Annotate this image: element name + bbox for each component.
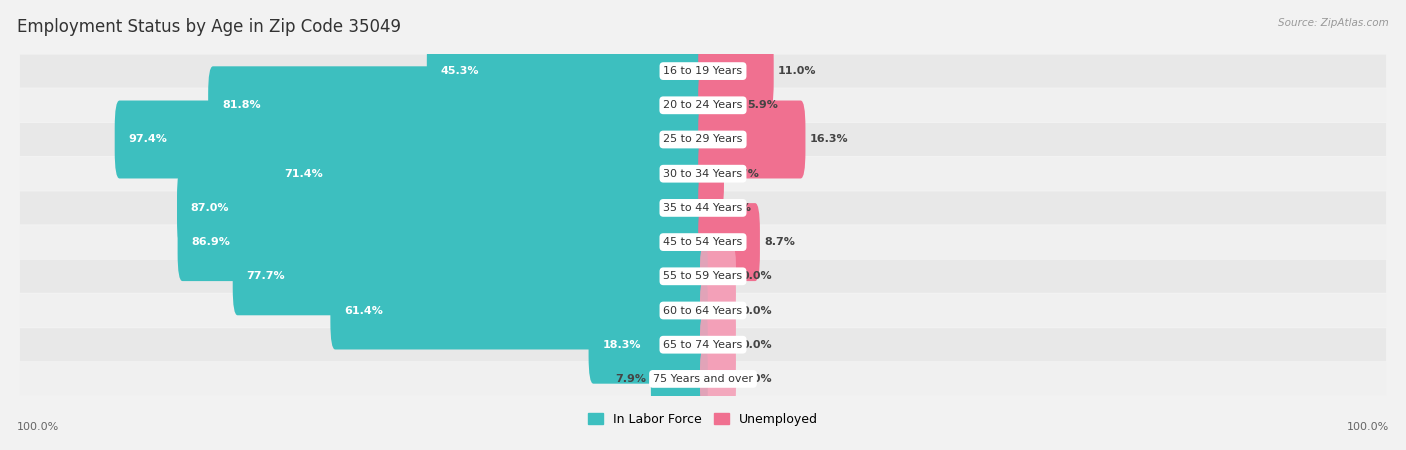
Text: 0.0%: 0.0% bbox=[742, 340, 772, 350]
Text: 100.0%: 100.0% bbox=[17, 422, 59, 432]
Text: Employment Status by Age in Zip Code 35049: Employment Status by Age in Zip Code 350… bbox=[17, 18, 401, 36]
Text: 97.4%: 97.4% bbox=[128, 135, 167, 144]
Text: 7.9%: 7.9% bbox=[616, 374, 647, 384]
Text: 71.4%: 71.4% bbox=[284, 169, 323, 179]
FancyBboxPatch shape bbox=[700, 248, 735, 305]
Text: 0.0%: 0.0% bbox=[742, 306, 772, 315]
FancyBboxPatch shape bbox=[699, 169, 716, 247]
Text: 35 to 44 Years: 35 to 44 Years bbox=[664, 203, 742, 213]
Text: 55 to 59 Years: 55 to 59 Years bbox=[664, 271, 742, 281]
FancyBboxPatch shape bbox=[20, 260, 1386, 292]
FancyBboxPatch shape bbox=[700, 316, 735, 374]
Text: 0.0%: 0.0% bbox=[742, 374, 772, 384]
FancyBboxPatch shape bbox=[20, 328, 1386, 361]
FancyBboxPatch shape bbox=[20, 89, 1386, 122]
FancyBboxPatch shape bbox=[270, 135, 707, 213]
FancyBboxPatch shape bbox=[700, 350, 735, 408]
FancyBboxPatch shape bbox=[115, 100, 707, 179]
Text: 60 to 64 Years: 60 to 64 Years bbox=[664, 306, 742, 315]
Text: 18.3%: 18.3% bbox=[602, 340, 641, 350]
FancyBboxPatch shape bbox=[700, 282, 735, 339]
FancyBboxPatch shape bbox=[20, 158, 1386, 190]
Text: 30 to 34 Years: 30 to 34 Years bbox=[664, 169, 742, 179]
Text: 11.0%: 11.0% bbox=[778, 66, 817, 76]
Text: 100.0%: 100.0% bbox=[1347, 422, 1389, 432]
Text: 75 Years and over: 75 Years and over bbox=[652, 374, 754, 384]
FancyBboxPatch shape bbox=[20, 55, 1386, 87]
FancyBboxPatch shape bbox=[699, 135, 724, 213]
Text: 8.7%: 8.7% bbox=[763, 237, 794, 247]
FancyBboxPatch shape bbox=[651, 340, 707, 418]
FancyBboxPatch shape bbox=[589, 306, 707, 384]
Text: 45 to 54 Years: 45 to 54 Years bbox=[664, 237, 742, 247]
FancyBboxPatch shape bbox=[233, 237, 707, 315]
Text: 86.9%: 86.9% bbox=[191, 237, 231, 247]
Legend: In Labor Force, Unemployed: In Labor Force, Unemployed bbox=[583, 408, 823, 431]
Text: 16 to 19 Years: 16 to 19 Years bbox=[664, 66, 742, 76]
Text: 5.9%: 5.9% bbox=[748, 100, 778, 110]
FancyBboxPatch shape bbox=[20, 294, 1386, 327]
Text: 25 to 29 Years: 25 to 29 Years bbox=[664, 135, 742, 144]
Text: 2.7%: 2.7% bbox=[728, 169, 759, 179]
Text: 45.3%: 45.3% bbox=[440, 66, 479, 76]
FancyBboxPatch shape bbox=[699, 66, 744, 144]
FancyBboxPatch shape bbox=[20, 363, 1386, 395]
FancyBboxPatch shape bbox=[20, 192, 1386, 224]
FancyBboxPatch shape bbox=[20, 123, 1386, 156]
Text: Source: ZipAtlas.com: Source: ZipAtlas.com bbox=[1278, 18, 1389, 28]
FancyBboxPatch shape bbox=[208, 66, 707, 144]
Text: 20 to 24 Years: 20 to 24 Years bbox=[664, 100, 742, 110]
Text: 87.0%: 87.0% bbox=[191, 203, 229, 213]
Text: 61.4%: 61.4% bbox=[344, 306, 382, 315]
FancyBboxPatch shape bbox=[330, 271, 707, 350]
FancyBboxPatch shape bbox=[427, 32, 707, 110]
FancyBboxPatch shape bbox=[177, 169, 707, 247]
Text: 1.4%: 1.4% bbox=[720, 203, 751, 213]
Text: 81.8%: 81.8% bbox=[222, 100, 260, 110]
FancyBboxPatch shape bbox=[699, 32, 773, 110]
FancyBboxPatch shape bbox=[699, 100, 806, 179]
FancyBboxPatch shape bbox=[177, 203, 707, 281]
Text: 65 to 74 Years: 65 to 74 Years bbox=[664, 340, 742, 350]
FancyBboxPatch shape bbox=[699, 203, 759, 281]
Text: 77.7%: 77.7% bbox=[246, 271, 285, 281]
FancyBboxPatch shape bbox=[20, 226, 1386, 258]
Text: 16.3%: 16.3% bbox=[810, 135, 848, 144]
Text: 0.0%: 0.0% bbox=[742, 271, 772, 281]
